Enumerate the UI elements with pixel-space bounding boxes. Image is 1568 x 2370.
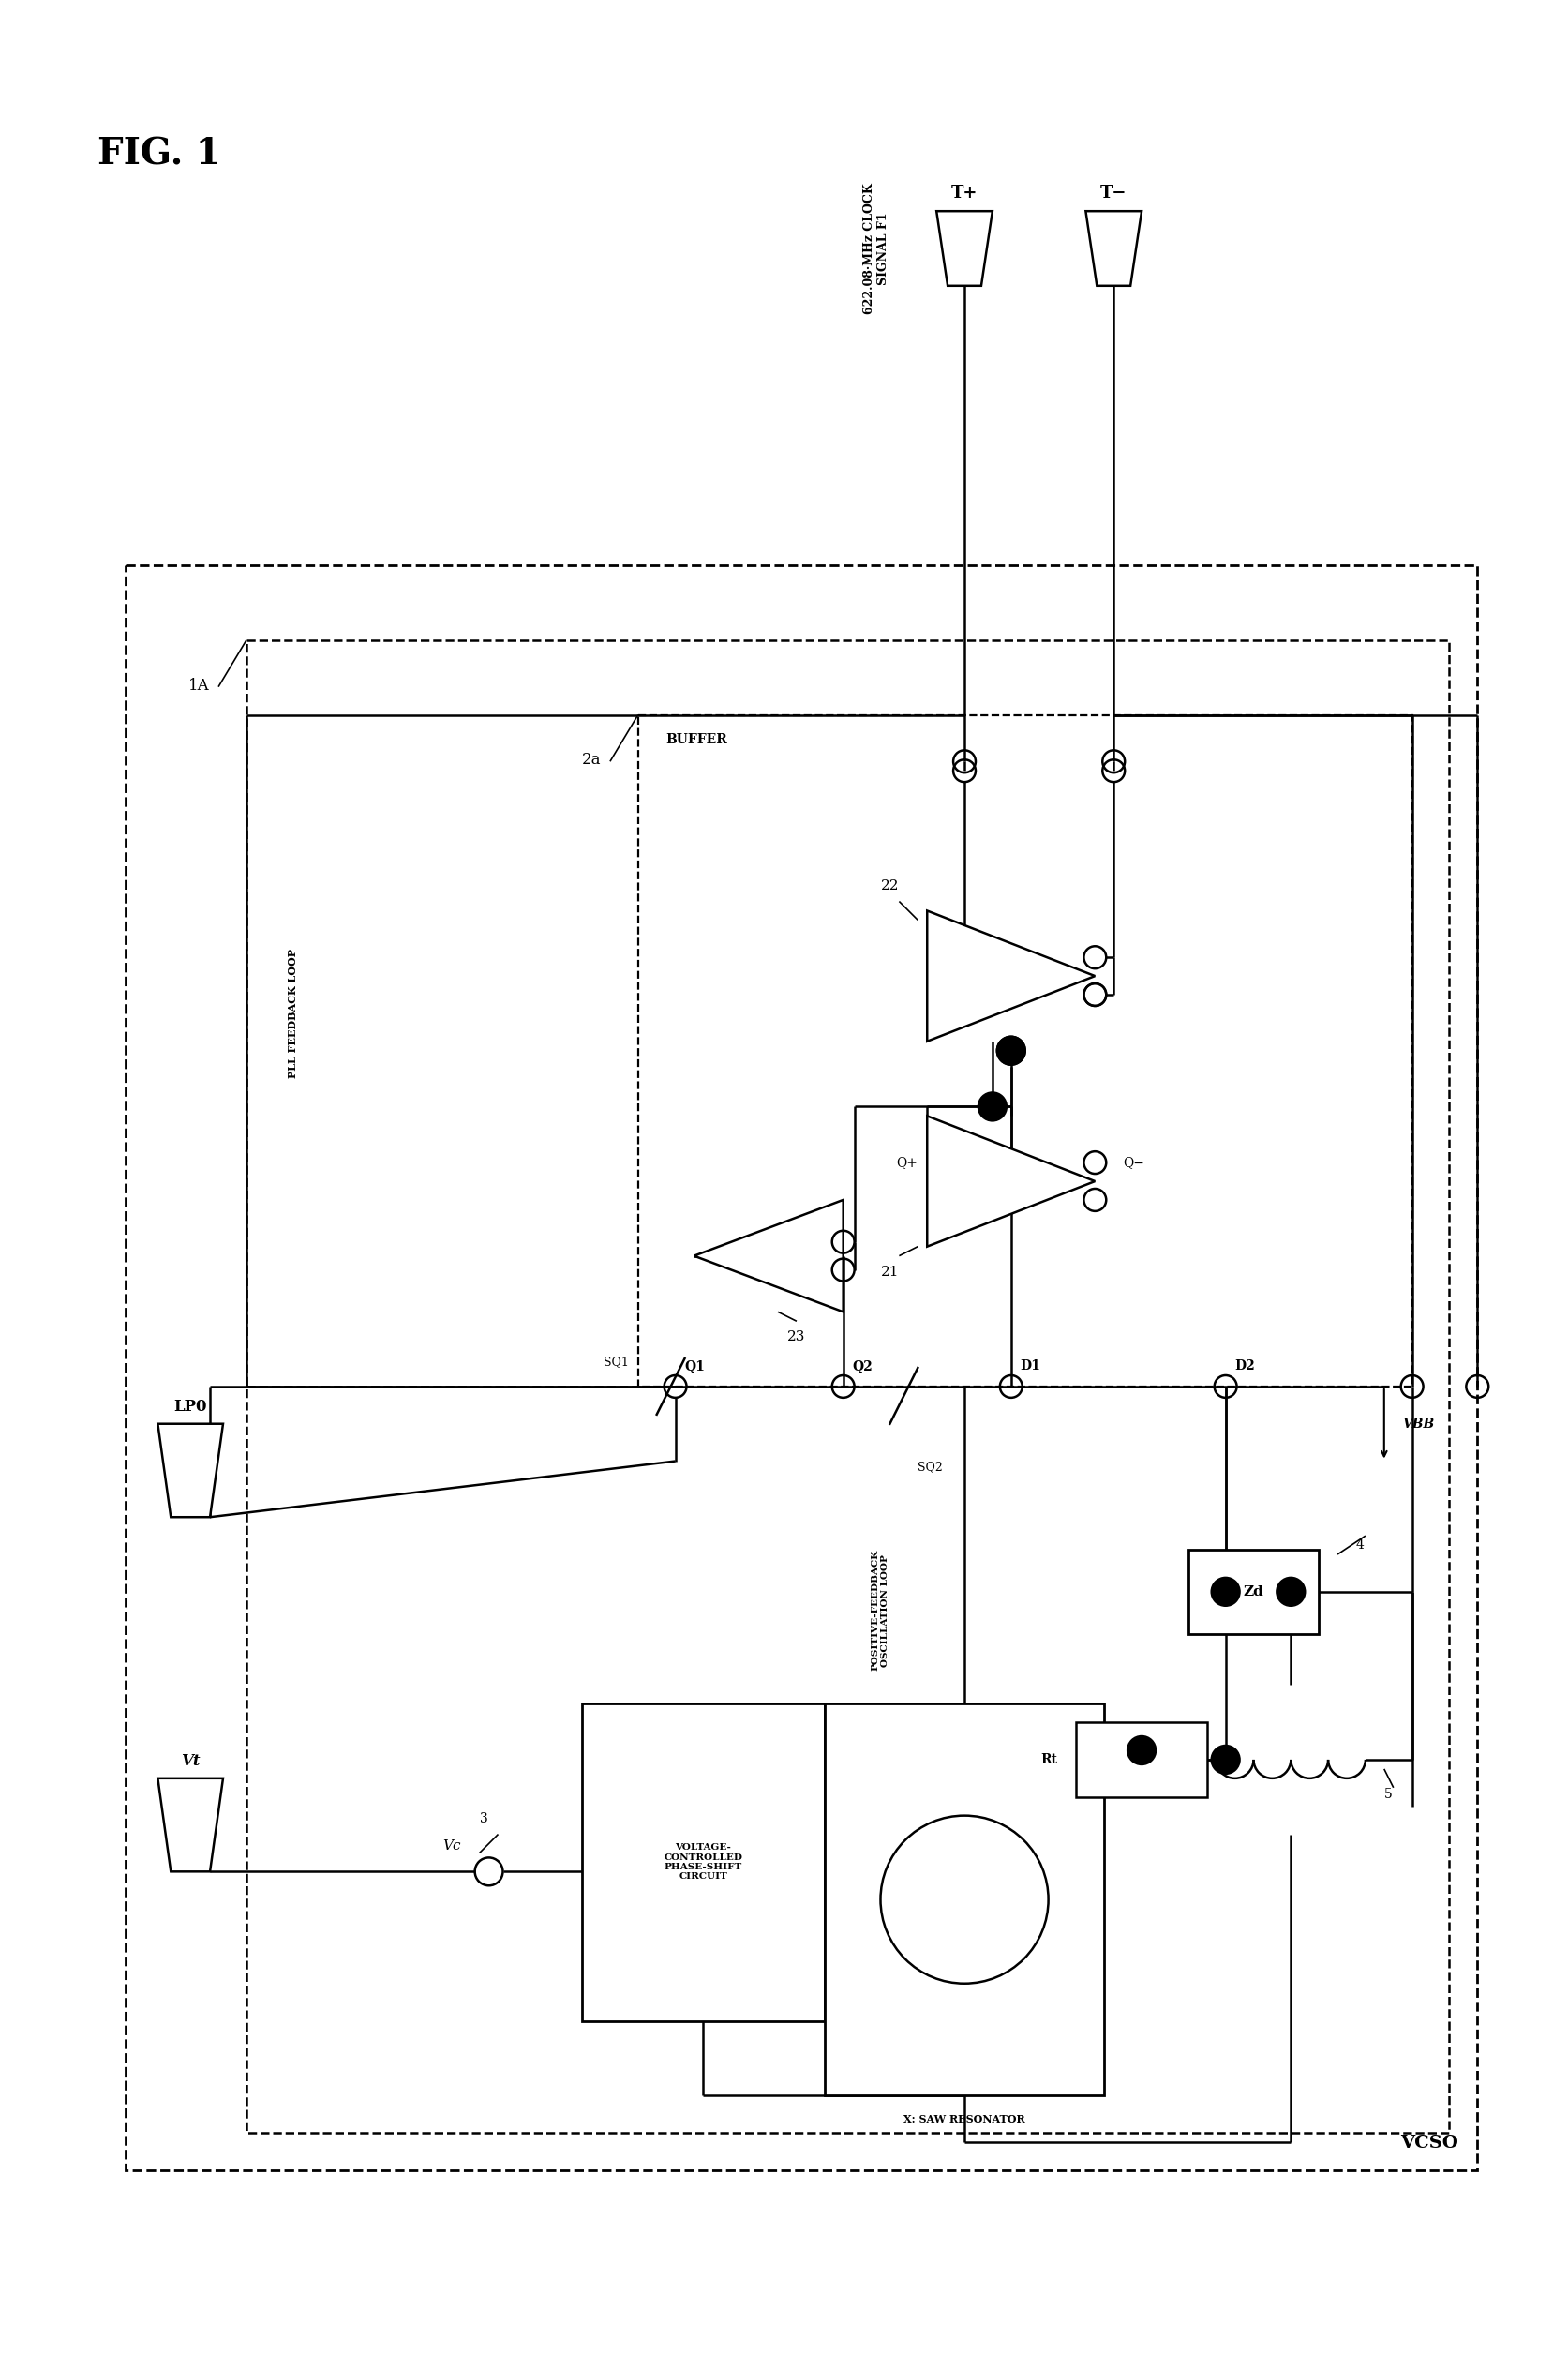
Circle shape [997, 1036, 1024, 1064]
Circle shape [978, 1093, 1005, 1121]
Text: Vc: Vc [442, 1839, 461, 1853]
Text: POSITIVE-FEEDBACK
OSCILLATION LOOP: POSITIVE-FEEDBACK OSCILLATION LOOP [870, 1550, 889, 1671]
Bar [246, 640, 1449, 2133]
Circle shape [1210, 1578, 1239, 1607]
Text: SQ2: SQ2 [917, 1462, 942, 1474]
Polygon shape [1085, 211, 1142, 287]
Circle shape [997, 1036, 1024, 1064]
Bar [582, 1704, 825, 2022]
Polygon shape [927, 910, 1094, 1040]
Text: Zd: Zd [1242, 1586, 1262, 1597]
Circle shape [1276, 1578, 1305, 1607]
Bar [1187, 1550, 1319, 1633]
Bar [125, 566, 1477, 2171]
Polygon shape [693, 1199, 842, 1313]
Text: Q2: Q2 [851, 1360, 872, 1372]
Text: VCSO: VCSO [1400, 2135, 1458, 2152]
Text: 2a: 2a [582, 751, 601, 768]
Bar [825, 1704, 1104, 2095]
Text: 5: 5 [1383, 1787, 1391, 1801]
Text: 22: 22 [880, 879, 898, 891]
Bar [1076, 1723, 1206, 1796]
Text: X: SAW RESONATOR: X: SAW RESONATOR [903, 2114, 1024, 2124]
Text: SQ1: SQ1 [604, 1356, 629, 1367]
Text: 1A: 1A [188, 678, 209, 694]
Text: D1: D1 [1019, 1360, 1040, 1372]
Text: T+: T+ [950, 185, 977, 201]
Text: Q−: Q− [1123, 1157, 1143, 1168]
Text: 23: 23 [787, 1330, 804, 1344]
Text: 4: 4 [1355, 1538, 1364, 1552]
Text: VBB: VBB [1402, 1417, 1435, 1431]
Text: T−: T− [1099, 185, 1126, 201]
Text: LP0: LP0 [174, 1398, 207, 1415]
Text: 3: 3 [480, 1811, 488, 1825]
Circle shape [1127, 1737, 1156, 1763]
Text: PLL FEEDBACK LOOP: PLL FEEDBACK LOOP [287, 948, 298, 1078]
Text: VOLTAGE-
CONTROLLED
PHASE-SHIFT
CIRCUIT: VOLTAGE- CONTROLLED PHASE-SHIFT CIRCUIT [663, 1844, 742, 1882]
Text: Vt: Vt [180, 1754, 199, 1768]
Text: 21: 21 [880, 1266, 898, 1277]
Polygon shape [158, 1424, 223, 1517]
Text: Q+: Q+ [895, 1157, 917, 1168]
Text: D2: D2 [1234, 1360, 1254, 1372]
Polygon shape [158, 1778, 223, 1872]
Bar [638, 716, 1411, 1386]
Text: Rt: Rt [1040, 1754, 1057, 1766]
Text: BUFFER: BUFFER [666, 732, 728, 747]
Polygon shape [936, 211, 993, 287]
Text: 622.08·MHz CLOCK
SIGNAL F1: 622.08·MHz CLOCK SIGNAL F1 [862, 182, 889, 313]
Circle shape [1210, 1747, 1239, 1773]
Text: FIG. 1: FIG. 1 [97, 137, 221, 173]
Polygon shape [927, 1116, 1094, 1247]
Text: Q1: Q1 [684, 1360, 704, 1372]
